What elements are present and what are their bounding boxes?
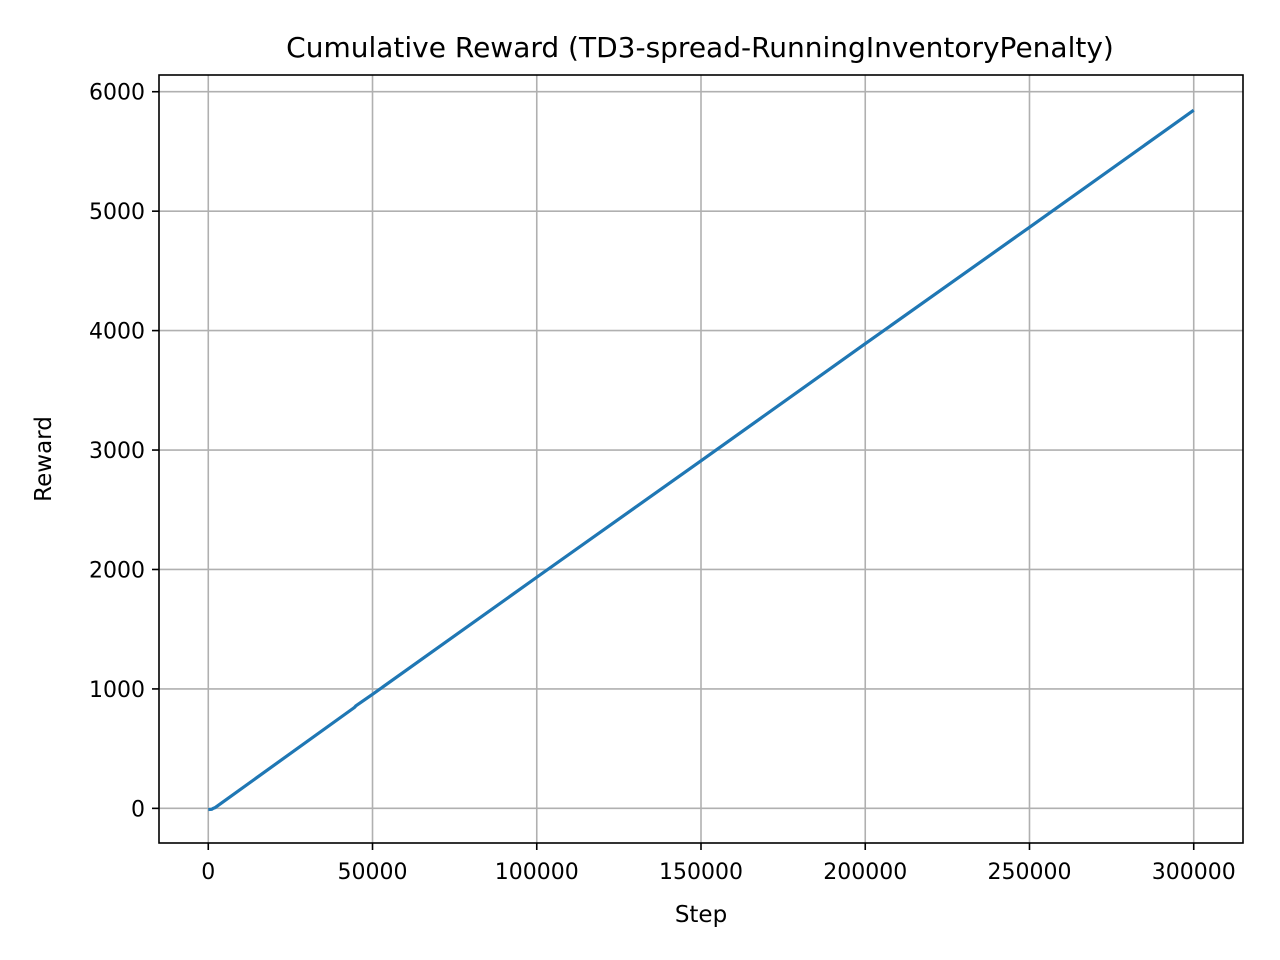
y-tick-label: 6000 bbox=[89, 81, 145, 106]
y-axis-ticks: 0 1000 2000 3000 4000 5000 6000 bbox=[89, 81, 159, 822]
y-tick-label: 5000 bbox=[89, 200, 145, 225]
y-tick-label: 0 bbox=[131, 797, 145, 822]
x-tick-label: 0 bbox=[201, 860, 215, 885]
x-axis-label: Step bbox=[675, 902, 727, 928]
plot-series bbox=[208, 108, 1195, 812]
y-tick-label: 2000 bbox=[89, 558, 145, 583]
reward-series-line bbox=[208, 108, 1195, 812]
grid bbox=[159, 75, 1243, 843]
x-tick-label: 250000 bbox=[987, 860, 1071, 885]
y-axis-label: Reward bbox=[31, 416, 57, 502]
chart-title: Cumulative Reward (TD3-spread-RunningInv… bbox=[286, 31, 1114, 64]
x-tick-label: 100000 bbox=[495, 860, 579, 885]
x-tick-label: 200000 bbox=[823, 860, 907, 885]
y-tick-label: 3000 bbox=[89, 439, 145, 464]
x-axis-ticks: 0 50000 100000 150000 200000 250000 300000 bbox=[201, 843, 1236, 885]
x-tick-label: 50000 bbox=[338, 860, 408, 885]
y-tick-label: 4000 bbox=[89, 320, 145, 345]
x-tick-label: 150000 bbox=[659, 860, 743, 885]
y-tick-label: 1000 bbox=[89, 678, 145, 703]
x-tick-label: 300000 bbox=[1152, 860, 1236, 885]
